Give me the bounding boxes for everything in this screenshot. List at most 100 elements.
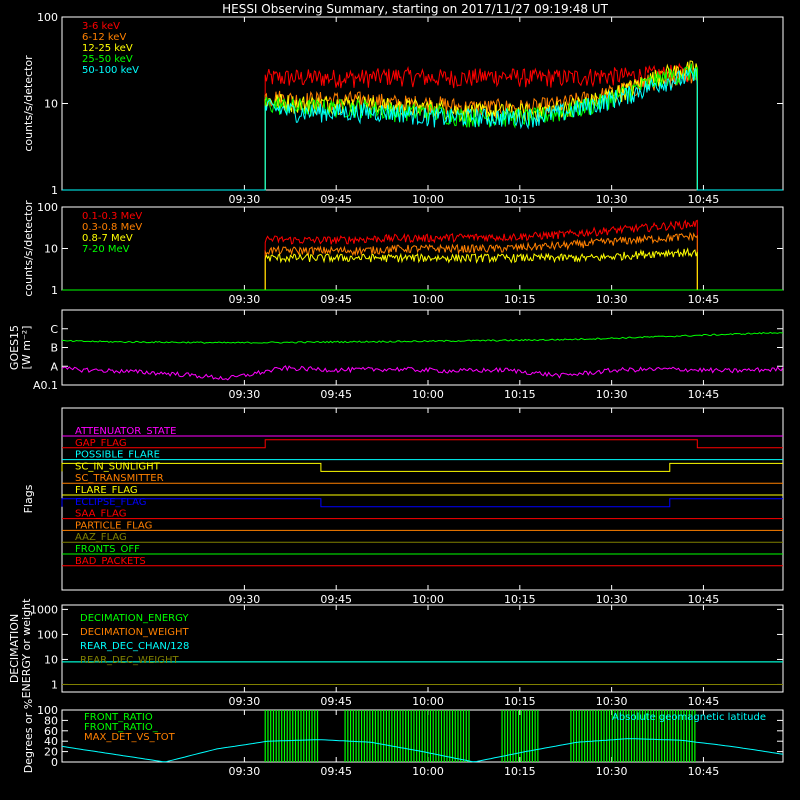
x-tick-label: 10:15 <box>504 193 536 206</box>
legend-entry: REAR_DEC_CHAN/128 <box>80 641 189 652</box>
x-tick-label: 10:30 <box>596 193 628 206</box>
x-tick-label: 09:30 <box>229 695 261 708</box>
legend-entry: 0.3-0.8 MeV <box>82 222 142 233</box>
annotation-geomagnetic-latitude: Absolute geomagnetic latitude <box>612 712 766 723</box>
flag-label: SAA_FLAG <box>75 509 126 520</box>
x-tick-label: 09:45 <box>320 193 352 206</box>
flag-label: FLARE_FLAG <box>75 485 138 496</box>
panel-goes: 09:30 09:45 10:00 10:15 10:30 10:45 A0.1 ABC GOE… <box>8 309 784 401</box>
x-tick-label: 10:15 <box>504 293 536 306</box>
x-tick-label: 09:30 <box>229 193 261 206</box>
x-tick-label: 09:45 <box>320 695 352 708</box>
legend-entry: 3-6 keV <box>82 21 120 32</box>
x-tick-label: 10:15 <box>504 593 536 606</box>
panel-ratios: 09:30 09:45 10:00 10:15 10:30 10:45 0204060801… <box>22 699 784 778</box>
y-tick-label: A <box>50 360 58 373</box>
y-tick-label: 60 <box>44 725 58 738</box>
legend-entry: 7-20 MeV <box>82 244 130 255</box>
x-tick-label: 09:45 <box>320 388 352 401</box>
y-axis-label: counts/s/detector <box>22 200 35 297</box>
y-tick-label: B <box>50 342 58 355</box>
legend-entry: 0.1-0.3 MeV <box>82 211 142 222</box>
series-3-6-kev <box>62 62 783 191</box>
panel-hi-energy: 09:30 09:45 10:00 10:15 10:30 10:45 1 10 100coun… <box>22 200 784 306</box>
x-tick-label: 10:15 <box>504 765 536 778</box>
legend-entry: 12-25 keV <box>82 43 133 54</box>
x-tick-label: 09:30 <box>229 293 261 306</box>
legend-entry: REAR_DEC_WEIGHT <box>80 655 179 666</box>
x-tick-label: 10:45 <box>688 695 720 708</box>
x-tick-label: 10:30 <box>596 765 628 778</box>
y-tick-label: A0.1 <box>33 379 58 392</box>
panel-decimation: 09:30 09:45 10:00 10:15 10:30 10:45 1 10 100 1000… <box>8 598 784 708</box>
x-tick-label: 09:30 <box>229 388 261 401</box>
y-tick-label: 80 <box>44 714 58 727</box>
x-tick-label: 09:45 <box>320 765 352 778</box>
flag-label: SC_TRANSMITTER <box>75 473 164 484</box>
y-axis-label: GOES15 <box>8 325 21 370</box>
x-tick-label: 09:45 <box>320 593 352 606</box>
x-tick-label: 10:00 <box>412 193 444 206</box>
legend-entry: FRONT_RATIO_ <box>84 722 159 733</box>
x-tick-label: 09:30 <box>229 593 261 606</box>
x-tick-label: 10:15 <box>504 388 536 401</box>
x-tick-label: 09:30 <box>229 765 261 778</box>
x-tick-label: 10:45 <box>688 765 720 778</box>
y-tick-label: 100 <box>37 628 58 641</box>
legend-entry: DECIMATION_WEIGHT <box>80 627 189 638</box>
x-tick-label: 10:00 <box>412 293 444 306</box>
x-tick-label: 10:30 <box>596 593 628 606</box>
y-tick-label: 100 <box>37 11 58 24</box>
series-0-1-0-3-mev <box>62 219 783 291</box>
x-tick-label: 10:30 <box>596 293 628 306</box>
y-tick-label: 1 <box>51 678 58 691</box>
x-tick-label: 10:00 <box>412 765 444 778</box>
flag-label: GAP_FLAG <box>75 438 127 449</box>
x-tick-label: 10:30 <box>596 695 628 708</box>
x-tick-label: 10:00 <box>412 593 444 606</box>
y-tick-label: 100 <box>37 704 58 717</box>
flag-label: AAZ_FLAG <box>75 532 127 543</box>
legend-entry: 6-12 keV <box>82 32 126 43</box>
legend-entry: 0.8-7 MeV <box>82 233 133 244</box>
flag-label: PARTICLE_FLAG <box>75 520 152 531</box>
x-tick-label: 10:00 <box>412 388 444 401</box>
chart-title: HESSI Observing Summary, starting on 201… <box>222 2 608 16</box>
x-tick-label: 10:30 <box>596 388 628 401</box>
panel-lo-energy: 09:30 09:45 10:00 10:15 10:30 10:45 1 10 100 coun… <box>22 11 784 206</box>
flag-label: BAD_PACKETS <box>75 556 146 567</box>
x-tick-label: 10:45 <box>688 193 720 206</box>
y-tick-label: 0 <box>51 756 58 769</box>
flag-label: FRONTS_OFF <box>75 544 140 555</box>
x-tick-label: 10:45 <box>688 388 720 401</box>
panel-flags: 09:30 09:45 10:00 10:15 10:30 10:45 Flags ATTEN… <box>22 407 784 606</box>
legend-entry: FRONT_RATIO <box>84 712 153 723</box>
series-6-12-kev <box>62 68 783 191</box>
legend-entry: DECIMATION_ENERGY <box>80 613 189 624</box>
y-axis-label: DECIMATION <box>8 614 21 683</box>
x-tick-label: 10:00 <box>412 695 444 708</box>
series-0-8-7-mev <box>62 247 783 291</box>
y-tick-label: 100 <box>37 201 58 214</box>
x-tick-label: 10:45 <box>688 593 720 606</box>
series-50-100-kev <box>62 67 783 191</box>
flag-label: ATTENUATOR_STATE <box>75 426 176 437</box>
flag-label: POSSIBLE_FLARE <box>75 450 160 461</box>
y-axis-label: [W m⁻²] <box>20 326 33 370</box>
panels: 09:30 09:45 10:00 10:15 10:30 10:45110100coun… <box>8 11 784 778</box>
y-tick-label: 1 <box>51 184 58 197</box>
flag-label: SC_IN_SUNLIGHT <box>75 461 161 472</box>
x-tick-label: 10:15 <box>504 695 536 708</box>
x-tick-label: 10:45 <box>688 293 720 306</box>
legend-entry: 50-100 keV <box>82 65 139 76</box>
y-tick-label: 10 <box>44 243 58 256</box>
legend-entry: MAX_DET_VS_TOT <box>84 732 176 743</box>
flag-label: ECLIPSE_FLAG <box>75 497 146 508</box>
y-axis-label: ENERGY or weight <box>20 598 33 698</box>
goes-long-series <box>61 331 784 344</box>
y-axis-label: Degrees or % <box>22 699 35 773</box>
panel-frame <box>61 604 784 693</box>
goes-short-series <box>61 365 784 381</box>
